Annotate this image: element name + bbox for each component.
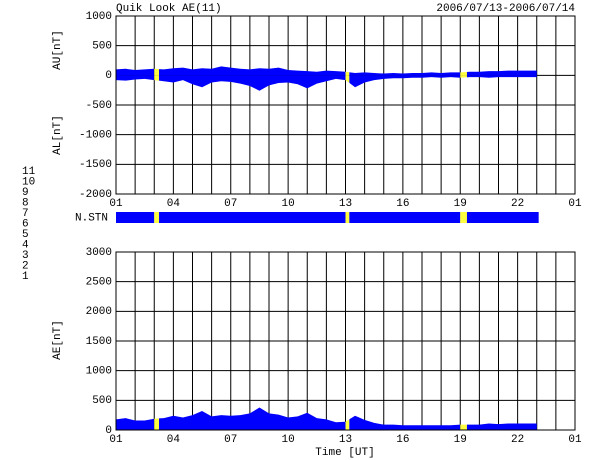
x-tick-label: 01 <box>568 198 582 210</box>
x-tick-label: 22 <box>511 434 524 446</box>
y-tick-label: -1500 <box>79 159 112 171</box>
area <box>159 75 346 91</box>
x-tick-label: 01 <box>568 434 582 446</box>
area <box>116 75 155 81</box>
x-tick-label: 19 <box>454 198 467 210</box>
x-tick-label: 16 <box>396 198 409 210</box>
legend-entry: 8 <box>22 197 29 209</box>
x-tick-label: 07 <box>224 198 237 210</box>
area <box>460 71 467 76</box>
station-segment <box>460 212 467 223</box>
area <box>159 66 346 76</box>
legend-entry: 6 <box>22 218 29 230</box>
area <box>159 407 346 430</box>
y-tick-label: 2500 <box>86 277 112 289</box>
chart-title: Quik Look AE(11) <box>116 3 222 15</box>
legend-entry: 1 <box>22 271 29 283</box>
x-tick-label: 16 <box>396 434 409 446</box>
area <box>116 418 155 430</box>
legend-entry: 11 <box>22 166 36 178</box>
x-tick-label: 10 <box>282 198 295 210</box>
plot-frame <box>115 15 576 195</box>
legend-entry: 3 <box>22 250 29 262</box>
y-tick-label: 1500 <box>86 336 112 348</box>
strip-label: N.STN <box>75 212 108 224</box>
legend-entry: 4 <box>22 239 29 251</box>
x-tick-label: 22 <box>511 198 524 210</box>
x-tick-label: 19 <box>454 434 467 446</box>
y-tick-label: 500 <box>92 395 112 407</box>
station-segment <box>159 212 346 223</box>
date-range: 2006/07/13-2006/07/14 <box>436 3 575 15</box>
station-segment <box>345 212 350 223</box>
area <box>154 418 160 430</box>
legend-entry: 10 <box>22 176 35 188</box>
area <box>345 75 350 83</box>
y-tick-label: -2000 <box>79 189 112 201</box>
y-tick-label: -1000 <box>79 130 112 142</box>
station-segment <box>349 212 461 223</box>
area <box>349 72 461 76</box>
plot-frame <box>115 251 576 431</box>
x-tick-label: 13 <box>339 198 352 210</box>
y-tick-label: 500 <box>92 41 112 53</box>
x-tick-label: 07 <box>224 434 237 446</box>
area <box>460 75 467 78</box>
y-tick-label: 1000 <box>86 366 112 378</box>
area <box>345 419 350 430</box>
legend-entry: 7 <box>22 208 29 220</box>
area <box>154 68 160 76</box>
y-tick-label: 0 <box>105 70 112 82</box>
y-tick-label: -500 <box>86 100 112 112</box>
y-tick-label: 3000 <box>86 247 112 259</box>
station-segment <box>116 212 155 223</box>
y-axis-label: AL[nT] <box>52 115 64 155</box>
y-tick-label: 1000 <box>86 11 112 23</box>
area <box>154 75 160 81</box>
area <box>466 75 537 78</box>
station-segment <box>466 212 539 223</box>
area <box>349 75 461 88</box>
x-tick-label: 04 <box>167 434 181 446</box>
y-tick-label: 0 <box>105 425 112 437</box>
area <box>460 424 467 430</box>
area <box>345 71 350 76</box>
area <box>116 68 155 76</box>
y-axis-label: AE[nT] <box>52 320 64 360</box>
legend-entry: 2 <box>22 260 29 272</box>
x-tick-label: 01 <box>109 198 123 210</box>
x-tick-label: 04 <box>167 198 181 210</box>
x-tick-label: 01 <box>109 434 123 446</box>
area <box>349 415 461 430</box>
station-segment <box>154 212 160 223</box>
x-tick-label: 10 <box>282 434 295 446</box>
y-tick-label: 2000 <box>86 306 112 318</box>
area <box>466 423 537 430</box>
x-axis-label: Time [UT] <box>315 447 374 459</box>
x-tick-label: 13 <box>339 434 352 446</box>
legend-entry: 5 <box>22 229 29 241</box>
legend-entry: 9 <box>22 187 29 199</box>
y-axis-label: AU[nT] <box>52 30 64 70</box>
area <box>466 70 537 76</box>
